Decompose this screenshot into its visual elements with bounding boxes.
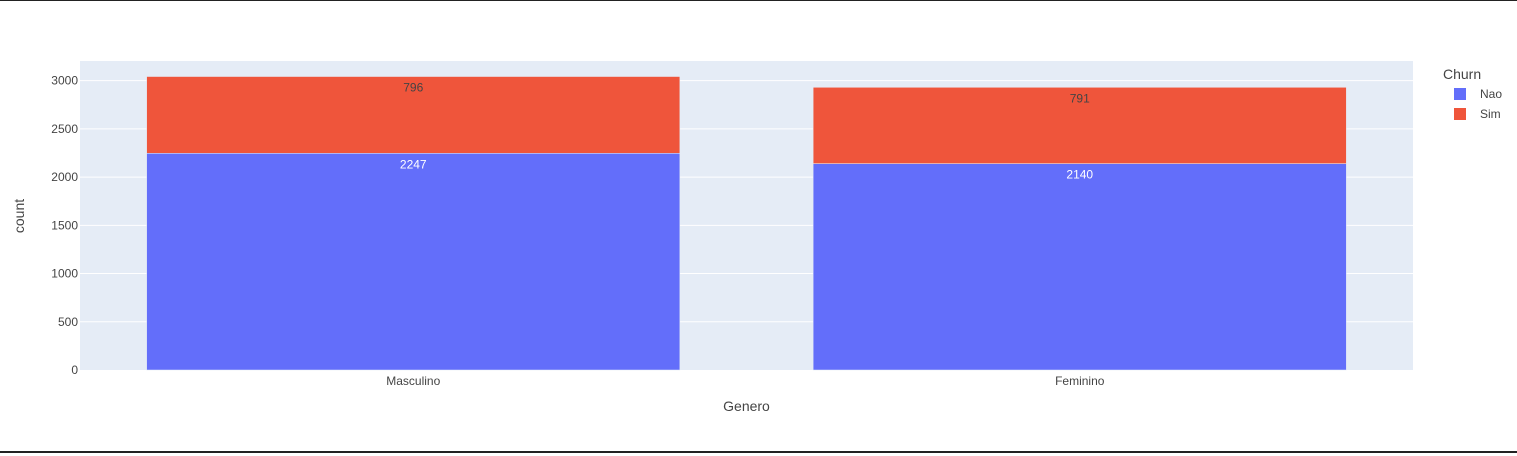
data-label: 2247 — [400, 157, 427, 171]
y-tick-label: 1500 — [51, 218, 78, 232]
y-tick-label: 0 — [71, 363, 78, 377]
y-tick-label: 2000 — [51, 170, 78, 184]
x-tick-label: Masculino — [386, 374, 440, 388]
data-label: 791 — [1070, 91, 1090, 105]
y-axis-ticks: 0 500 1000 1500 2000 2500 3000 — [51, 74, 78, 377]
bar-nao-masculino — [147, 153, 680, 370]
y-tick-label: 2500 — [51, 122, 78, 136]
x-axis-ticks: Masculino Feminino — [386, 374, 1105, 388]
legend-title: Churn — [1443, 66, 1481, 82]
legend-swatch-sim — [1454, 108, 1466, 120]
x-axis-title: Genero — [723, 398, 770, 414]
data-label: 796 — [403, 81, 423, 95]
data-label: 2140 — [1066, 168, 1093, 182]
legend-label: Nao — [1480, 87, 1502, 101]
y-tick-label: 3000 — [51, 74, 78, 88]
y-tick-label: 500 — [58, 315, 78, 329]
bar-nao-feminino — [813, 164, 1346, 370]
y-tick-label: 1000 — [51, 267, 78, 281]
legend-label: Sim — [1480, 107, 1501, 121]
y-axis-title: count — [11, 199, 27, 233]
legend-swatch-nao — [1454, 88, 1466, 100]
x-tick-label: Feminino — [1055, 374, 1105, 388]
legend: Churn Nao Sim — [1443, 66, 1502, 121]
